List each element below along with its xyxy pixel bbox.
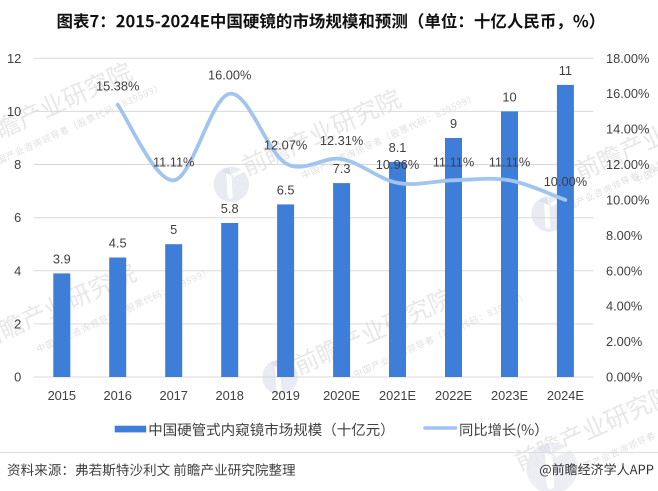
svg-text:18.00%: 18.00% <box>606 51 649 66</box>
svg-text:2019: 2019 <box>271 388 299 403</box>
svg-text:3.9: 3.9 <box>53 251 71 266</box>
svg-text:2: 2 <box>14 316 21 331</box>
svg-text:7.3: 7.3 <box>333 161 351 176</box>
svg-text:8.00%: 8.00% <box>606 228 642 243</box>
svg-text:5.8: 5.8 <box>221 201 239 216</box>
svg-text:2023E: 2023E <box>491 388 528 403</box>
svg-text:2017: 2017 <box>159 388 187 403</box>
svg-text:14.00%: 14.00% <box>606 122 649 137</box>
svg-text:10: 10 <box>7 104 21 119</box>
svg-text:5: 5 <box>170 222 177 237</box>
svg-text:9: 9 <box>450 116 457 131</box>
svg-text:12.31%: 12.31% <box>320 133 363 148</box>
svg-text:2021E: 2021E <box>379 388 416 403</box>
svg-text:2024E: 2024E <box>547 388 584 403</box>
svg-text:11.11%: 11.11% <box>489 154 531 169</box>
svg-text:15.38%: 15.38% <box>96 79 139 94</box>
svg-text:4.5: 4.5 <box>109 236 127 251</box>
svg-text:8: 8 <box>14 157 21 172</box>
svg-text:2016: 2016 <box>103 388 131 403</box>
svg-text:2015: 2015 <box>48 388 76 403</box>
svg-text:10.00%: 10.00% <box>606 192 649 207</box>
svg-text:11: 11 <box>559 63 572 78</box>
svg-text:11.11%: 11.11% <box>153 154 195 169</box>
svg-text:2022E: 2022E <box>435 388 472 403</box>
svg-text:4.00%: 4.00% <box>606 299 642 314</box>
svg-text:2.00%: 2.00% <box>606 334 642 349</box>
svg-text:6: 6 <box>14 210 21 225</box>
svg-text:0.00%: 0.00% <box>606 370 642 385</box>
svg-text:4: 4 <box>14 263 21 278</box>
svg-text:12: 12 <box>7 51 21 66</box>
svg-text:16.00%: 16.00% <box>208 68 251 83</box>
svg-text:6.00%: 6.00% <box>606 263 642 278</box>
svg-text:12.00%: 12.00% <box>606 157 649 172</box>
svg-text:2018: 2018 <box>215 388 243 403</box>
svg-text:0: 0 <box>14 370 21 385</box>
svg-text:6.5: 6.5 <box>277 182 295 197</box>
svg-text:10.96%: 10.96% <box>376 157 419 172</box>
svg-text:2020E: 2020E <box>323 388 360 403</box>
svg-text:10.00%: 10.00% <box>544 174 587 189</box>
svg-text:12.07%: 12.07% <box>264 137 307 152</box>
svg-text:10: 10 <box>502 89 516 104</box>
svg-text:11.11%: 11.11% <box>433 154 475 169</box>
svg-text:8.1: 8.1 <box>389 140 407 155</box>
svg-text:16.00%: 16.00% <box>606 86 649 101</box>
